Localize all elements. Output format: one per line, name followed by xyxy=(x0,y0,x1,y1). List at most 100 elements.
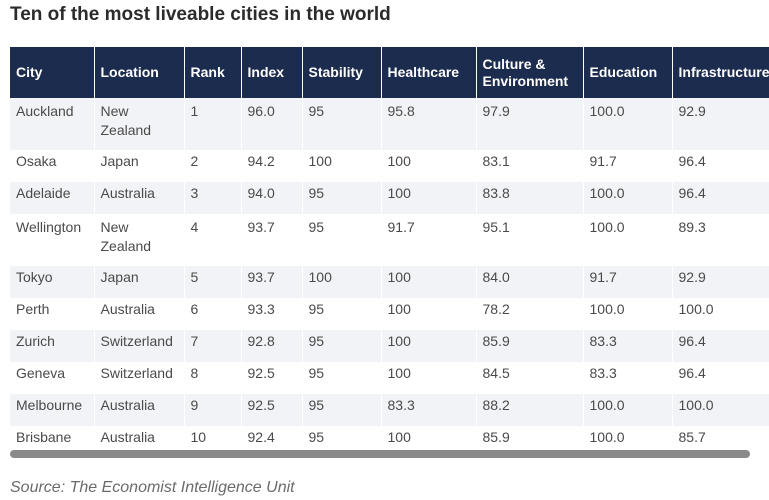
table-cell: 95 xyxy=(302,298,382,330)
table-cell: Melbourne xyxy=(10,394,95,426)
table-cell: 100.0 xyxy=(583,298,673,330)
header-row: City Location Rank Index Stability Healt… xyxy=(10,47,769,98)
table-cell: Japan xyxy=(94,150,185,182)
table-cell: 83.3 xyxy=(583,362,673,394)
table-cell: 100 xyxy=(381,266,477,298)
table-cell: 92.9 xyxy=(672,266,769,298)
table-cell: 96.4 xyxy=(672,362,769,394)
column-header: Infrastructure xyxy=(672,47,769,98)
table-row: Brisbane Australia 10 92.4 95 100 85.9 100.0 85.… xyxy=(10,426,769,447)
table-cell: 100 xyxy=(381,298,477,330)
table-cell: 100.0 xyxy=(583,98,673,150)
column-header: Healthcare xyxy=(381,47,477,98)
table-cell: 83.8 xyxy=(476,182,584,214)
table-cell: 84.5 xyxy=(476,362,584,394)
table-cell: 96.0 xyxy=(241,98,303,150)
table-cell: 96.4 xyxy=(672,150,769,182)
table-cell: 95 xyxy=(302,362,382,394)
table-cell: Perth xyxy=(10,298,95,330)
table-cell: 94.2 xyxy=(241,150,303,182)
column-header: Rank xyxy=(184,47,242,98)
table-cell: 96.4 xyxy=(672,330,769,362)
table-cell: 91.7 xyxy=(381,214,477,266)
table-cell: 10 xyxy=(184,426,242,447)
table-cell: 92.4 xyxy=(241,426,303,447)
horizontal-scrollbar[interactable] xyxy=(10,450,750,458)
table-cell: 92.5 xyxy=(241,362,303,394)
table-cell: 88.2 xyxy=(476,394,584,426)
table-cell: 100.0 xyxy=(583,182,673,214)
column-header: Education xyxy=(583,47,673,98)
table-cell: 6 xyxy=(184,298,242,330)
table-row: Melbourne Australia 9 92.5 95 83.3 88.2 100.0 10… xyxy=(10,394,769,426)
table-cell: 95 xyxy=(302,214,382,266)
table-cell: Australia xyxy=(94,182,185,214)
table-cell: 92.9 xyxy=(672,98,769,150)
table-cell: 97.9 xyxy=(476,98,584,150)
table-cell: New Zealand xyxy=(94,214,185,266)
table-cell: Geneva xyxy=(10,362,95,394)
table-cell: 85.7 xyxy=(672,426,769,447)
table-cell: Tokyo xyxy=(10,266,95,298)
table-row: Geneva Switzerland 8 92.5 95 100 84.5 83.3 96.4 xyxy=(10,362,769,394)
column-header: Stability xyxy=(302,47,382,98)
table-cell: 85.9 xyxy=(476,426,584,447)
table-cell: 85.9 xyxy=(476,330,584,362)
table-cell: Osaka xyxy=(10,150,95,182)
table-cell: 100 xyxy=(381,362,477,394)
table-row: Adelaide Australia 3 94.0 95 100 83.8 100.0 96.4 xyxy=(10,182,769,214)
table-cell: 83.1 xyxy=(476,150,584,182)
table-row: Tokyo Japan 5 93.7 100 100 84.0 91.7 92.9 xyxy=(10,266,769,298)
table-cell: 5 xyxy=(184,266,242,298)
table-container[interactable]: City Location Rank Index Stability Healt… xyxy=(10,47,769,447)
table-cell: 93.7 xyxy=(241,214,303,266)
table-cell: 4 xyxy=(184,214,242,266)
table-cell: Japan xyxy=(94,266,185,298)
liveable-cities-table: City Location Rank Index Stability Healt… xyxy=(10,47,769,447)
column-header: Index xyxy=(241,47,303,98)
table-cell: 93.7 xyxy=(241,266,303,298)
table-cell: Australia xyxy=(94,298,185,330)
table-cell: 1 xyxy=(184,98,242,150)
table-title: Ten of the most liveable cities in the w… xyxy=(10,4,391,25)
table-cell: Switzerland xyxy=(94,330,185,362)
table-cell: 78.2 xyxy=(476,298,584,330)
source-note: Source: The Economist Intelligence Unit xyxy=(10,479,295,496)
table-cell: 93.3 xyxy=(241,298,303,330)
table-cell: 95.1 xyxy=(476,214,584,266)
table-cell: Brisbane xyxy=(10,426,95,447)
table-cell: 91.7 xyxy=(583,266,673,298)
column-header: Location xyxy=(94,47,185,98)
table-cell: Switzerland xyxy=(94,362,185,394)
table-cell: 95 xyxy=(302,98,382,150)
table-cell: 100.0 xyxy=(583,394,673,426)
table-cell: 100.0 xyxy=(583,214,673,266)
table-cell: 94.0 xyxy=(241,182,303,214)
table-cell: Australia xyxy=(94,394,185,426)
table-cell: Adelaide xyxy=(10,182,95,214)
table-row: Wellington New Zealand 4 93.7 95 91.7 95.1 100.… xyxy=(10,214,769,266)
table-cell: Australia xyxy=(94,426,185,447)
table-cell: 100 xyxy=(381,150,477,182)
table-cell: 95.8 xyxy=(381,98,477,150)
table-cell: Zurich xyxy=(10,330,95,362)
table-cell: 9 xyxy=(184,394,242,426)
table-cell: 95 xyxy=(302,182,382,214)
column-header: Culture & Environment xyxy=(476,47,584,98)
table-cell: 84.0 xyxy=(476,266,584,298)
table-cell: 100 xyxy=(381,330,477,362)
table-row: Auckland New Zealand 1 96.0 95 95.8 97.9 100.0 9… xyxy=(10,98,769,150)
table-row: Osaka Japan 2 94.2 100 100 83.1 91.7 96.4 xyxy=(10,150,769,182)
table-cell: 95 xyxy=(302,394,382,426)
table-cell: 100.0 xyxy=(672,394,769,426)
table-cell: 100 xyxy=(302,150,382,182)
table-cell: 100 xyxy=(302,266,382,298)
table-body: Auckland New Zealand 1 96.0 95 95.8 97.9 100.0 9… xyxy=(10,98,769,447)
table-row: Zurich Switzerland 7 92.8 95 100 85.9 83.3 96.4 xyxy=(10,330,769,362)
table-cell: 100.0 xyxy=(672,298,769,330)
table-cell: 83.3 xyxy=(381,394,477,426)
table-cell: 100 xyxy=(381,426,477,447)
table-cell: 2 xyxy=(184,150,242,182)
table-row: Perth Australia 6 93.3 95 100 78.2 100.0 100.0 xyxy=(10,298,769,330)
table-cell: 7 xyxy=(184,330,242,362)
